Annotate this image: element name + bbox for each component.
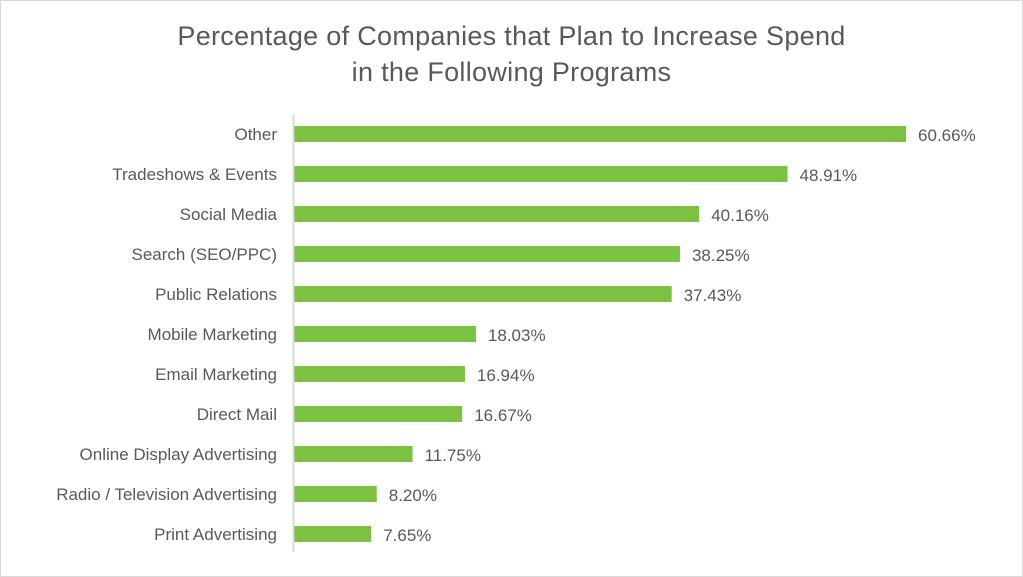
category-label: Social Media <box>180 205 278 224</box>
bar <box>294 246 680 262</box>
bar <box>294 126 907 142</box>
data-label: 7.65% <box>383 526 431 545</box>
data-label: 48.91% <box>800 166 858 185</box>
category-label: Public Relations <box>155 285 277 304</box>
data-label: 38.25% <box>692 246 750 265</box>
data-label: 16.67% <box>474 406 532 425</box>
category-label: Online Display Advertising <box>80 445 277 464</box>
chart-title-line-2: in the Following Programs <box>351 57 672 87</box>
data-label: 40.16% <box>711 206 769 225</box>
data-label: 16.94% <box>477 366 535 385</box>
bar <box>294 326 476 342</box>
bar <box>294 526 372 542</box>
bar <box>294 206 700 222</box>
category-label: Radio / Television Advertising <box>56 485 277 504</box>
chart-title: Percentage of Companies that Plan to Inc… <box>0 18 1023 90</box>
category-label: Tradeshows & Events <box>112 165 277 184</box>
category-label: Mobile Marketing <box>148 325 277 344</box>
bar <box>294 286 672 302</box>
bar <box>294 366 465 382</box>
category-label: Search (SEO/PPC) <box>132 245 278 264</box>
category-label: Direct Mail <box>197 405 277 424</box>
bar <box>294 486 377 502</box>
category-label: Print Advertising <box>154 525 277 544</box>
data-label: 8.20% <box>389 486 437 505</box>
bar <box>294 166 788 182</box>
bar <box>294 446 413 462</box>
data-label: 11.75% <box>425 446 481 465</box>
category-label: Other <box>234 125 277 144</box>
data-label: 18.03% <box>488 326 546 345</box>
category-label: Email Marketing <box>155 365 277 384</box>
chart-title-line-1: Percentage of Companies that Plan to Inc… <box>177 21 846 51</box>
data-label: 60.66% <box>918 126 976 145</box>
bar <box>294 406 463 422</box>
data-label: 37.43% <box>684 286 742 305</box>
